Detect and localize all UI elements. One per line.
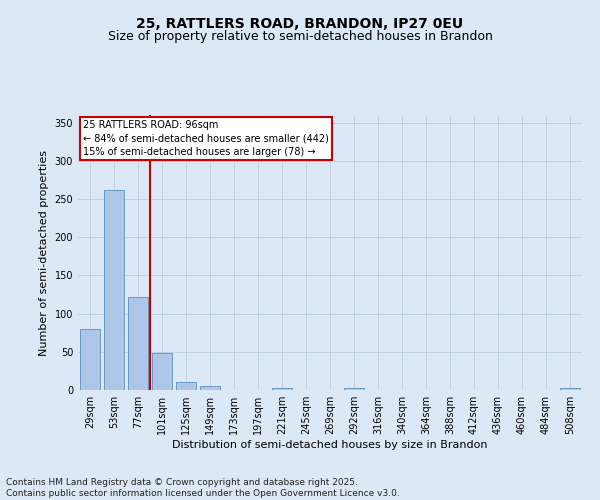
Y-axis label: Number of semi-detached properties: Number of semi-detached properties xyxy=(39,150,49,356)
Bar xyxy=(80,329,100,390)
Bar xyxy=(128,297,148,390)
Text: 25 RATTLERS ROAD: 96sqm
← 84% of semi-detached houses are smaller (442)
15% of s: 25 RATTLERS ROAD: 96sqm ← 84% of semi-de… xyxy=(83,120,329,157)
Text: Size of property relative to semi-detached houses in Brandon: Size of property relative to semi-detach… xyxy=(107,30,493,43)
Text: 25, RATTLERS ROAD, BRANDON, IP27 0EU: 25, RATTLERS ROAD, BRANDON, IP27 0EU xyxy=(136,18,464,32)
Bar xyxy=(104,190,124,390)
Bar xyxy=(344,388,364,390)
Bar xyxy=(200,386,220,390)
Bar xyxy=(272,388,292,390)
Text: Contains HM Land Registry data © Crown copyright and database right 2025.
Contai: Contains HM Land Registry data © Crown c… xyxy=(6,478,400,498)
Bar xyxy=(152,352,172,390)
Bar xyxy=(176,382,196,390)
Bar xyxy=(560,388,580,390)
X-axis label: Distribution of semi-detached houses by size in Brandon: Distribution of semi-detached houses by … xyxy=(172,440,488,450)
